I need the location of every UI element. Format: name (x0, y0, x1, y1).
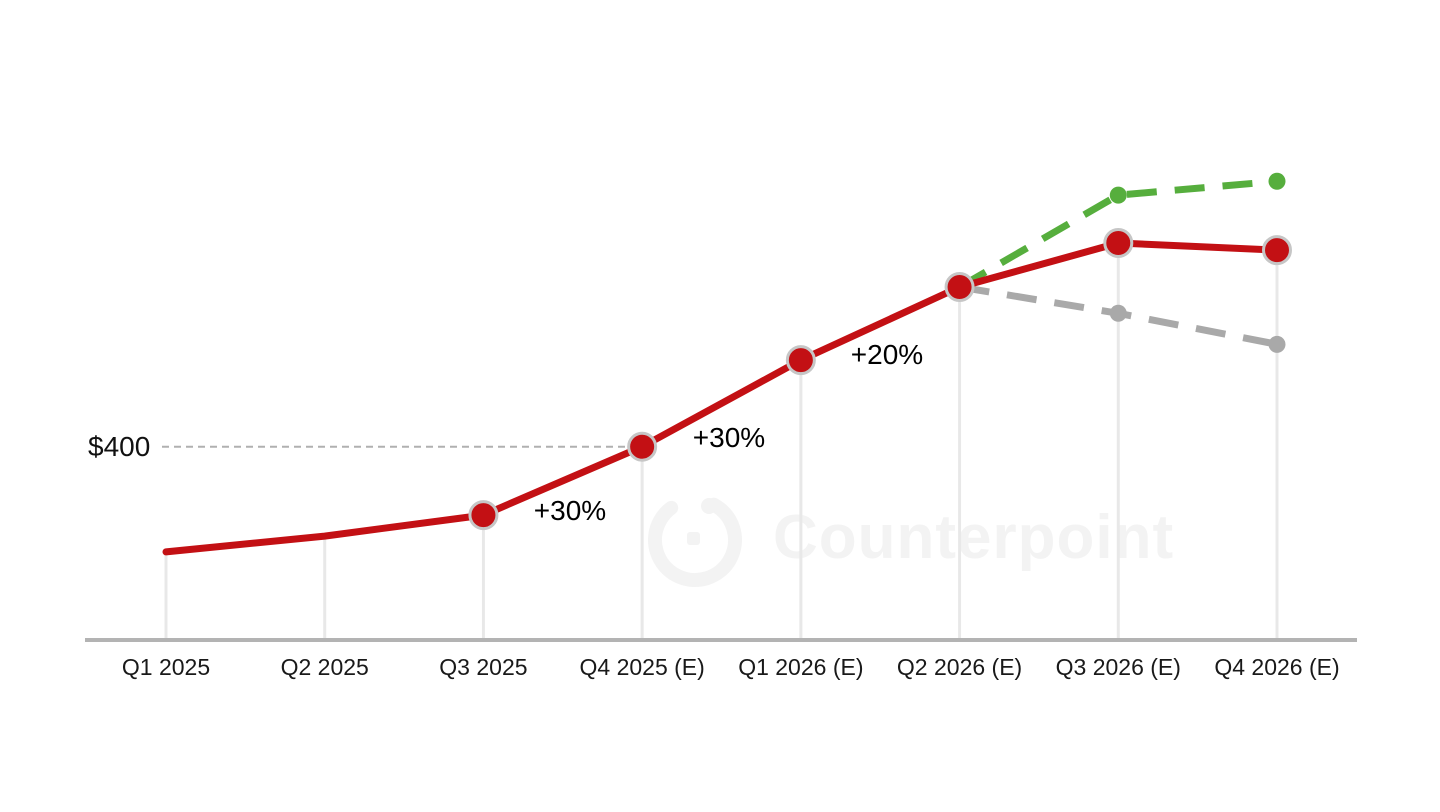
marker-base-forecast (944, 271, 975, 302)
marker-upside-scenario (1268, 172, 1286, 190)
marker-upside-scenario (1109, 186, 1127, 204)
growth-annotation: +20% (850, 339, 924, 370)
marker-downside-scenario (1109, 304, 1127, 322)
series-line-upside-scenario (957, 177, 1278, 291)
growth-annotation: +30% (533, 495, 607, 526)
x-axis-label: Q2 2026 (E) (896, 654, 1023, 680)
x-axis-label: Q3 2026 (E) (1055, 654, 1181, 680)
x-axis-label: Q1 2026 (E) (738, 654, 864, 680)
marker-base-forecast (785, 345, 816, 376)
marker-base-forecast (1261, 235, 1292, 266)
x-axis-label: Q4 2025 (E) (579, 654, 705, 680)
x-axis-line (85, 638, 1357, 642)
growth-annotation: +30% (692, 422, 766, 453)
marker-base-forecast (468, 500, 499, 531)
marker-downside-scenario (1268, 335, 1286, 353)
x-axis-label: Q3 2025 (439, 654, 528, 680)
x-axis-label: Q2 2025 (280, 654, 369, 680)
x-axis-label: Q4 2026 (E) (1214, 654, 1340, 680)
x-axis-label: Q1 2025 (121, 654, 211, 680)
marker-base-forecast (627, 431, 658, 462)
marker-base-forecast (1103, 227, 1134, 258)
series-line-base-forecast (162, 239, 1281, 556)
y-reference-label: $400 (88, 431, 151, 462)
